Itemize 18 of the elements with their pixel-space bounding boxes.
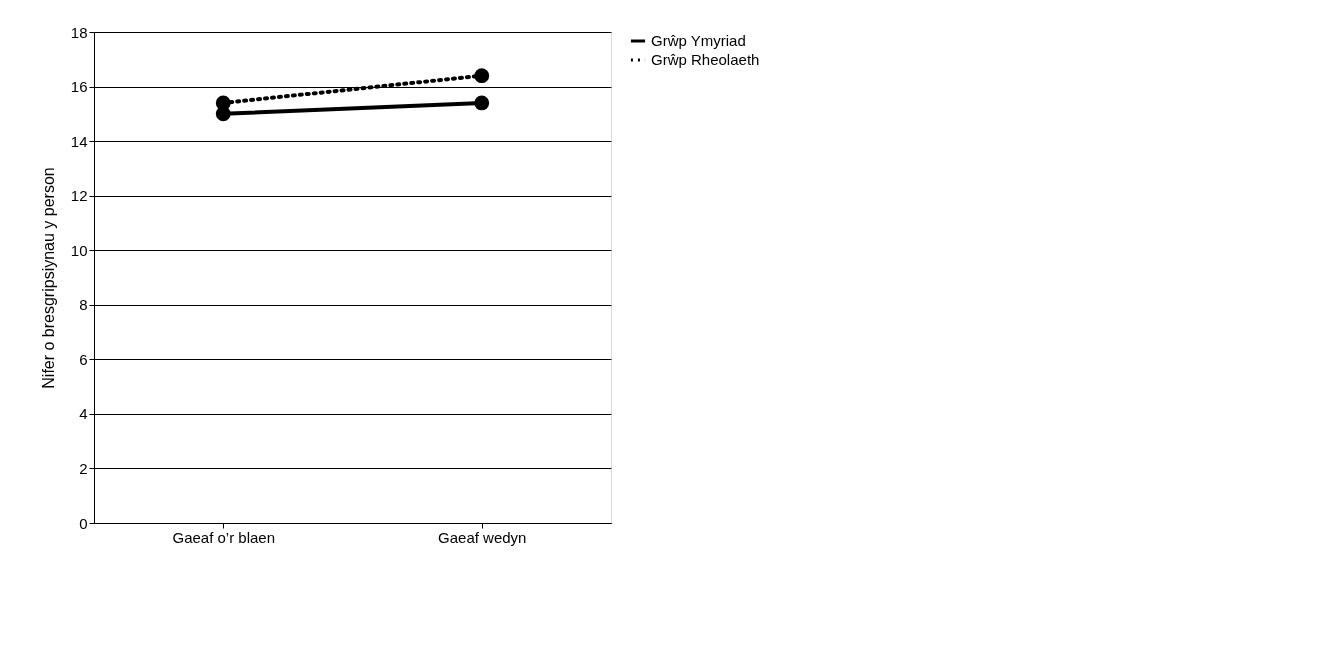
- y-tick-label: 4: [79, 405, 88, 423]
- x-tick-label: Gaeaf o’r blaen: [172, 528, 276, 546]
- y-tick-label: 18: [70, 23, 88, 41]
- x-tick-label: Gaeaf wedyn: [438, 528, 527, 546]
- y-tick-label: 14: [70, 132, 88, 150]
- y-tick-label: 10: [70, 241, 88, 259]
- point: [474, 95, 490, 111]
- y-tick-label: 16: [70, 78, 88, 96]
- y-tick-label: 8: [79, 296, 88, 314]
- y-tick-label: 2: [79, 459, 88, 477]
- y-tick-label: 6: [79, 350, 88, 368]
- point: [215, 95, 231, 111]
- y-tick-label: 12: [70, 187, 88, 205]
- y-axis-title: Nifer o bresgripsiynau y person: [39, 167, 57, 389]
- legend-label: Grŵp Ymyriad: [651, 32, 746, 49]
- y-tick-label: 0: [79, 514, 88, 532]
- legend-label: Grŵp Rheolaeth: [651, 51, 760, 68]
- point: [474, 68, 490, 84]
